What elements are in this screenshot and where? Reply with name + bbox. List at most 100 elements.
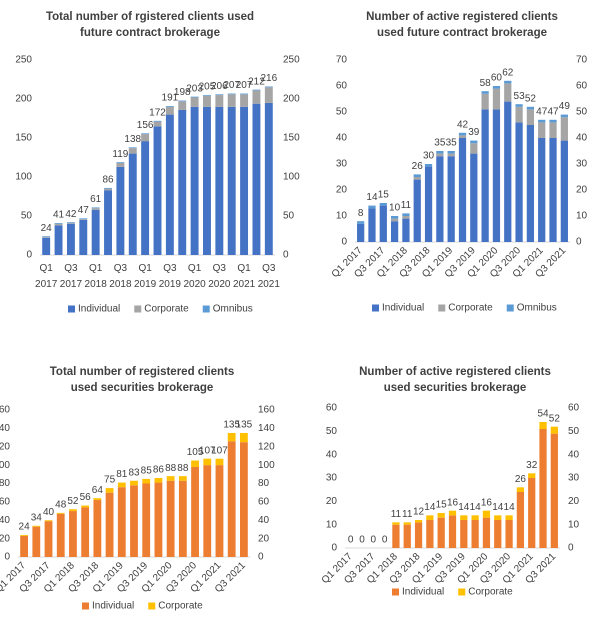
bar-segment [116,162,125,167]
total-label: 8 [358,208,364,219]
bar-segment [436,151,444,154]
bar-segment [538,119,546,123]
total-label: 15 [378,190,390,201]
total-label: 86 [153,465,165,476]
bar-segment [426,520,434,548]
bar-segment [105,492,114,557]
bar-segment [153,126,162,255]
total-label: 88 [177,463,189,474]
y2-tick-label: 30 [576,159,588,170]
total-label: 206 [211,81,228,92]
legend-swatch [438,304,446,312]
bar-segment [516,487,525,492]
y-tick-label: 0 [341,237,347,248]
bar-segment [368,205,376,209]
bar-segment [471,520,479,548]
bar-segment [20,534,29,536]
bar-segment [515,106,523,123]
x-tick-label-line: Q1 [237,263,251,274]
total-label: 47 [78,205,90,216]
bar-segment [130,480,138,486]
bar-segment [413,179,421,242]
bar-segment [128,147,137,149]
total-label: 207 [236,80,253,91]
y2-tick-label: 100 [258,460,275,471]
total-label: 0 [371,535,377,546]
x-tick-label: Q1 2020 [183,263,206,290]
total-label: 207 [223,80,240,91]
bar-segment [481,91,489,94]
total-label: 52 [525,93,537,104]
bar-segment [215,465,224,557]
legend-label: Individual [78,304,120,315]
chart-title: Total number of registered clients [50,366,234,378]
bar-segment [392,522,400,525]
total-label: 32 [526,460,538,471]
bar-segment [549,119,557,123]
bar-segment [458,135,467,138]
x-tick-label-line: Q3 [114,263,128,274]
bar-segment [42,237,51,255]
bar-segment [190,97,199,107]
bar-segment [549,122,557,138]
y2-tick-label: 60 [258,497,270,508]
legend-swatch [392,588,399,596]
bar-segment [539,422,547,429]
x-tick-label-line: Q3 [262,263,276,274]
y2-tick-label: 20 [258,533,270,544]
total-label: 64 [92,485,104,496]
bar-segment [54,225,63,255]
total-label: 14 [424,502,436,513]
bar-segment [165,106,174,107]
bar-segment [190,96,199,98]
bar-segment [79,218,88,220]
bar-segment [240,93,249,95]
bar-segment [458,132,467,136]
bar-segment [494,520,502,548]
bar-segment [252,90,261,104]
y2-tick-label: 120 [258,441,275,452]
y2-tick-label: 0 [576,237,582,248]
bar-segment [105,488,114,493]
total-label: 86 [102,175,114,186]
total-label: 11 [391,509,402,520]
bar-segment [437,513,445,518]
x-tick-label-line: 2019 [134,279,157,290]
legend-label: Omnibus [213,304,253,315]
legend-swatch [458,588,466,596]
bar-segment [526,109,535,125]
bar-segment [91,207,100,209]
bar-segment [142,478,151,484]
total-label: 203 [186,83,203,94]
bar-segment [482,517,491,548]
bar-segment [42,237,51,238]
bar-segment [528,473,536,478]
y2-tick-label: 40 [258,515,270,526]
bar-segment [240,106,249,255]
bar-segment [141,133,150,135]
total-label: 138 [124,134,141,145]
bar-segment [203,95,211,96]
y-tick-label: 60 [0,497,10,508]
y-tick-label: 50 [326,426,338,437]
bar-segment [56,513,65,557]
legend-label: Individual [402,587,444,598]
legend-label: Corporate [144,304,189,315]
x-tick-label: Q1 2019 [134,263,157,290]
bar-segment [191,466,199,557]
bar-segment [515,104,523,107]
total-label: 39 [468,127,480,138]
y-tick-label: 20 [326,496,338,507]
bar-segment [178,480,187,557]
x-tick-label: Q3 2020 [208,263,231,290]
total-label: 41 [53,210,65,221]
bar-segment [215,458,224,466]
chart-title: Total number of rgistered clients used [46,11,254,23]
total-label: 52 [549,413,561,424]
bar-segment [227,94,236,107]
total-label: 14 [458,502,470,513]
x-tick-label-line: Q1 [138,263,152,274]
total-label: 14 [492,502,504,513]
total-label: 83 [128,467,140,478]
